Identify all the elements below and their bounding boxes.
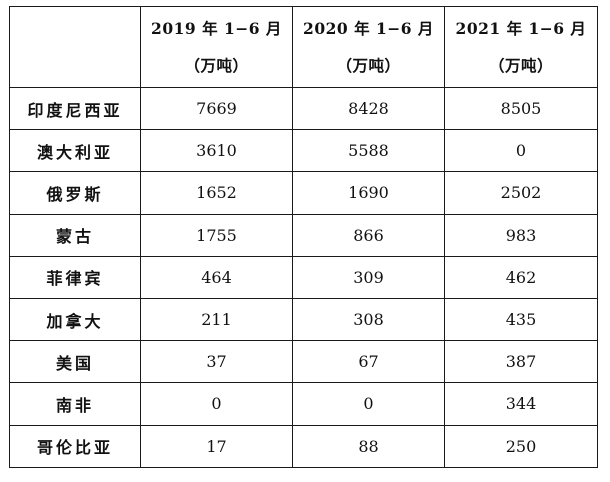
table-row: 印度尼西亚 7669 8428 8505 (9, 86, 598, 131)
value-2021-cell: 8505 (444, 86, 598, 131)
value-2019-cell: 1652 (140, 171, 293, 215)
header-2020-unit: （万吨） (336, 56, 401, 75)
table-header: 2019 年 1−6 月 （万吨） 2020 年 1−6 月 （万吨） 2021… (9, 6, 598, 88)
value-2021-cell: 344 (444, 382, 598, 426)
header-2019: 2019 年 1−6 月 （万吨） (140, 6, 293, 88)
value-2019-cell: 37 (140, 340, 293, 384)
value-2021-cell: 435 (444, 297, 598, 342)
table-row: 南非 0 0 344 (9, 382, 598, 426)
value-2021-cell: 250 (444, 424, 598, 468)
header-2021: 2021 年 1−6 月 （万吨） (444, 6, 598, 88)
value-2020-cell: 5588 (292, 129, 445, 173)
value-2021-cell: 2502 (444, 171, 598, 215)
header-2021-period: 2021 年 1−6 月 (455, 19, 587, 38)
value-2019-cell: 464 (140, 255, 293, 299)
country-cell: 印度尼西亚 (9, 86, 141, 131)
value-2020-cell: 8428 (292, 86, 445, 131)
header-2019-period: 2019 年 1−6 月 (151, 19, 282, 38)
value-2021-cell: 387 (444, 340, 598, 384)
country-cell: 美国 (9, 340, 141, 384)
table-row: 澳大利亚 3610 5588 0 (9, 129, 598, 173)
country-cell: 加拿大 (9, 297, 141, 342)
value-2020-cell: 1690 (292, 171, 445, 215)
country-cell: 菲律宾 (9, 255, 141, 299)
value-2020-cell: 308 (292, 297, 445, 342)
table-row: 美国 37 67 387 (9, 340, 598, 384)
table-body: 印度尼西亚 7669 8428 8505 澳大利亚 3610 5588 0 俄罗… (9, 86, 598, 468)
header-2020: 2020 年 1−6 月 （万吨） (292, 6, 445, 88)
value-2019-cell: 1755 (140, 213, 293, 257)
table-row: 俄罗斯 1652 1690 2502 (9, 171, 598, 215)
country-cell: 哥伦比亚 (9, 424, 141, 468)
header-row: 2019 年 1−6 月 （万吨） 2020 年 1−6 月 （万吨） 2021… (9, 6, 598, 88)
value-2020-cell: 309 (292, 255, 445, 299)
header-2021-unit: （万吨） (488, 56, 553, 75)
value-2020-cell: 67 (292, 340, 445, 384)
value-2019-cell: 3610 (140, 129, 293, 173)
country-cell: 南非 (9, 382, 141, 426)
header-corner-cell (9, 6, 141, 88)
value-2019-cell: 17 (140, 424, 293, 468)
value-2021-cell: 0 (444, 129, 598, 173)
value-2020-cell: 866 (292, 213, 445, 257)
country-cell: 蒙古 (9, 213, 141, 257)
table-row: 哥伦比亚 17 88 250 (9, 424, 598, 468)
value-2019-cell: 0 (140, 382, 293, 426)
value-2021-cell: 983 (444, 213, 598, 257)
value-2019-cell: 7669 (140, 86, 293, 131)
value-2020-cell: 0 (292, 382, 445, 426)
header-2020-period: 2020 年 1−6 月 (303, 19, 434, 38)
table-row: 加拿大 211 308 435 (9, 297, 598, 342)
value-2020-cell: 88 (292, 424, 445, 468)
coal-import-table: 2019 年 1−6 月 （万吨） 2020 年 1−6 月 （万吨） 2021… (9, 6, 598, 468)
table-row: 蒙古 1755 866 983 (9, 213, 598, 257)
country-cell: 澳大利亚 (9, 129, 141, 173)
value-2021-cell: 462 (444, 255, 598, 299)
header-2019-unit: （万吨） (184, 56, 249, 75)
table-row: 菲律宾 464 309 462 (9, 255, 598, 299)
value-2019-cell: 211 (140, 297, 293, 342)
country-cell: 俄罗斯 (9, 171, 141, 215)
